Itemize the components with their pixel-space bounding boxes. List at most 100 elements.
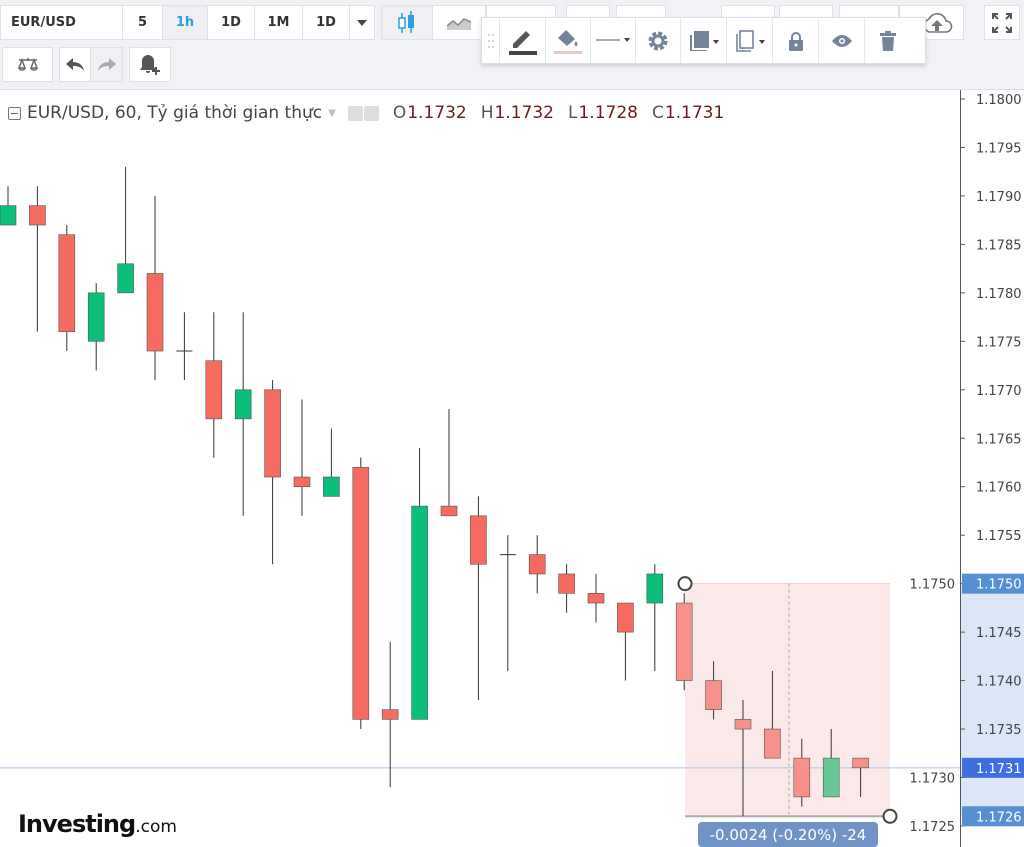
candle-body xyxy=(352,467,370,720)
candle-body xyxy=(617,602,634,633)
axis-tick-label: 1.1735 xyxy=(976,723,1022,738)
compare-scale-icon[interactable] xyxy=(2,47,53,82)
axis-tick-label: 1.1725 xyxy=(910,820,956,835)
candle xyxy=(205,312,223,458)
interval-1d[interactable]: 1D xyxy=(207,5,255,40)
candle-body xyxy=(117,263,134,294)
collapse-icon[interactable] xyxy=(8,106,21,120)
candle-body xyxy=(646,573,664,604)
candle-body xyxy=(852,757,869,769)
axis-tick-label: 1.1800 xyxy=(976,93,1022,108)
candle xyxy=(0,186,17,226)
fullscreen-icon[interactable] xyxy=(984,5,1020,40)
badge-high-bg xyxy=(962,573,1024,594)
candle xyxy=(793,738,811,807)
low-label: L xyxy=(567,103,578,123)
candle-body xyxy=(205,360,223,420)
logo-suffix: .com xyxy=(135,817,177,837)
axis-tick-label: 1.1795 xyxy=(976,141,1022,156)
candle-body xyxy=(234,389,252,420)
add-alert-icon[interactable] xyxy=(129,47,171,82)
measure-handle-start xyxy=(677,576,693,592)
candle-body xyxy=(734,719,752,730)
candle-body xyxy=(764,728,781,759)
interval-1m[interactable]: 1M xyxy=(254,5,303,40)
candle-body xyxy=(793,757,811,798)
candle xyxy=(146,195,164,381)
badge-low-bg xyxy=(962,806,1024,827)
chart-legend: EUR/USD, 60, Tỷ giá thời gian thực ▼ O 1.… xyxy=(8,103,724,123)
candle-body xyxy=(470,515,487,565)
candlestick-icon[interactable] xyxy=(381,5,433,40)
candle-body xyxy=(705,680,722,710)
interval-1h[interactable]: 1h xyxy=(162,5,208,40)
candle-body xyxy=(58,234,76,332)
candle xyxy=(176,312,193,381)
low-value: 1.1728 xyxy=(578,103,638,123)
candle xyxy=(558,564,575,613)
candlestick-chart[interactable]: 1.1800 1.1795 1.1790 1.1785 1.1780 1.1775 1.17… xyxy=(0,90,1024,847)
line-chart-icon[interactable] xyxy=(432,5,486,40)
candle xyxy=(528,535,546,594)
candle xyxy=(705,661,722,720)
candle-body xyxy=(675,602,693,681)
axis-measure-highlight xyxy=(960,583,1024,817)
redo-icon[interactable] xyxy=(90,47,123,82)
candle xyxy=(87,283,105,371)
line-style-icon[interactable] xyxy=(591,18,636,63)
drawing-toolbar xyxy=(481,17,926,64)
candle xyxy=(323,428,340,497)
undo-icon[interactable] xyxy=(59,47,91,82)
candle-body xyxy=(264,389,281,478)
candle-body xyxy=(587,593,605,604)
axis-tick-label: 1.1785 xyxy=(976,238,1022,253)
candle-body xyxy=(146,273,164,352)
candle xyxy=(499,535,516,671)
candle xyxy=(675,593,693,691)
badge-low: 1.1726 xyxy=(976,810,1022,825)
legend-title: EUR/USD, 60, Tỷ giá thời gian thực xyxy=(27,103,323,123)
interval-5[interactable]: 5 xyxy=(122,5,163,40)
eye-icon[interactable] xyxy=(819,18,865,63)
trash-icon[interactable] xyxy=(865,18,911,63)
measure-handle-end xyxy=(882,808,898,824)
high-value: 1.1732 xyxy=(494,103,554,123)
settings-icon[interactable] xyxy=(363,105,379,121)
interval-1d-2[interactable]: 1D xyxy=(302,5,350,40)
candle-body xyxy=(528,554,546,575)
drag-handle-icon[interactable] xyxy=(482,18,500,63)
candle-body xyxy=(558,573,575,594)
candle xyxy=(58,225,76,352)
badge-high: 1.1750 xyxy=(976,578,1022,593)
clone-icon[interactable] xyxy=(727,18,773,63)
bring-front-icon[interactable] xyxy=(681,18,727,63)
paint-bucket-icon[interactable] xyxy=(546,18,591,63)
interval-dropdown-icon[interactable] xyxy=(349,5,375,40)
candle xyxy=(440,409,458,517)
candle xyxy=(352,457,370,730)
high-label: H xyxy=(480,103,494,123)
candle-body xyxy=(381,709,399,720)
gear-icon[interactable] xyxy=(636,18,681,63)
pencil-icon[interactable] xyxy=(500,18,546,63)
symbol-button[interactable]: EUR/USD xyxy=(0,5,123,40)
candle xyxy=(381,641,399,788)
candle-body xyxy=(323,476,340,497)
candle xyxy=(29,186,46,332)
legend-dropdown-icon[interactable]: ▼ xyxy=(328,107,336,119)
candle-body xyxy=(0,205,17,226)
investing-logo: Investing.com xyxy=(18,810,177,838)
lock-icon[interactable] xyxy=(773,18,819,63)
axis-tick-label: 1.1755 xyxy=(976,529,1022,544)
axis-tick-label: 1.1790 xyxy=(976,190,1022,205)
candle xyxy=(617,602,634,681)
axis-tick-label: 1.1750 xyxy=(910,578,956,593)
axis-tick-label: 1.1745 xyxy=(976,626,1022,641)
candle xyxy=(852,757,869,797)
visibility-icon[interactable] xyxy=(347,105,363,121)
candle-body xyxy=(411,505,428,720)
candle xyxy=(764,670,781,759)
candle xyxy=(264,380,281,565)
candle-body xyxy=(87,292,105,342)
candle xyxy=(646,564,664,671)
